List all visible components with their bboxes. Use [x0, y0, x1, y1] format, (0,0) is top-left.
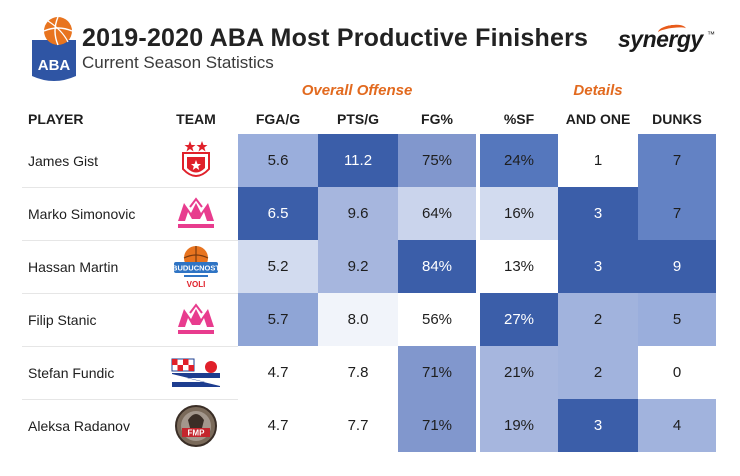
- mega-bemax-logo: [164, 293, 228, 346]
- cell-sf-pct: 21%: [480, 346, 558, 399]
- player-name: Stefan Fundic: [28, 364, 115, 381]
- fmp-logo: FMP: [164, 399, 228, 452]
- cell-and-one: 3: [558, 240, 638, 293]
- cell-pts-per-game: 9.6: [318, 187, 398, 240]
- cell-dunks: 4: [638, 399, 716, 452]
- player-name: James Gist: [28, 152, 99, 169]
- player-name: Filip Stanic: [28, 311, 97, 328]
- cell-fga-per-game: 4.7: [238, 399, 318, 452]
- cell-sf-pct: 13%: [480, 240, 558, 293]
- synergy-trademark: ™: [707, 30, 715, 39]
- cell-fg-pct: 56%: [398, 293, 476, 346]
- cell-pts-per-game: 7.7: [318, 399, 398, 452]
- cell-fg-pct: 75%: [398, 134, 476, 187]
- cell-and-one: 2: [558, 346, 638, 399]
- cell-fga-per-game: 6.5: [238, 187, 318, 240]
- cell-pts-per-game: 11.2: [318, 134, 398, 187]
- column-header-team: TEAM: [176, 111, 216, 127]
- cell-and-one: 3: [558, 187, 638, 240]
- zadar-logo: [164, 346, 228, 399]
- cell-sf-pct: 16%: [480, 187, 558, 240]
- synergy-logo: synergy ™: [618, 23, 718, 58]
- column-header-player: PLAYER: [28, 111, 84, 127]
- buducnost-logo-text: BUDUCNOST: [172, 263, 220, 272]
- cell-pts-per-game: 9.2: [318, 240, 398, 293]
- row-divider: [22, 240, 238, 241]
- page-title: 2019-2020 ABA Most Productive Finishers: [82, 24, 589, 52]
- cell-and-one: 1: [558, 134, 638, 187]
- cell-fg-pct: 64%: [398, 187, 476, 240]
- cell-fg-pct: 71%: [398, 399, 476, 452]
- player-name: Marko Simonovic: [28, 205, 136, 222]
- cell-and-one: 3: [558, 399, 638, 452]
- cell-fga-per-game: 4.7: [238, 346, 318, 399]
- page-subtitle: Current Season Statistics: [82, 53, 274, 72]
- player-name: Hassan Martin: [28, 258, 119, 275]
- cell-fga-per-game: 5.7: [238, 293, 318, 346]
- cell-fg-pct: 71%: [398, 346, 476, 399]
- column-header-fga-per-game: FGA/G: [255, 111, 301, 127]
- column-header-and-one: AND ONE: [565, 111, 631, 127]
- column-header-fg-pct: FG%: [421, 111, 453, 127]
- synergy-logo-text: synergy: [618, 26, 703, 52]
- row-divider: [22, 399, 238, 400]
- aba-logo: ABA: [28, 14, 80, 84]
- column-header-sf-pct: %SF: [503, 111, 535, 127]
- cell-and-one: 2: [558, 293, 638, 346]
- row-divider: [22, 346, 238, 347]
- voli-logo-text: VOLI: [187, 280, 206, 289]
- fmp-logo-text: FMP: [188, 428, 206, 437]
- group-header-details: Details: [573, 82, 623, 99]
- cell-fga-per-game: 5.6: [238, 134, 318, 187]
- cell-dunks: 9: [638, 240, 716, 293]
- buducnost-voli-logo: BUDUCNOST VOLI: [164, 240, 228, 293]
- column-header-dunks: DUNKS: [652, 111, 702, 127]
- cell-pts-per-game: 8.0: [318, 293, 398, 346]
- cell-fga-per-game: 5.2: [238, 240, 318, 293]
- cell-dunks: 0: [638, 346, 716, 399]
- cell-sf-pct: 27%: [480, 293, 558, 346]
- cell-pts-per-game: 7.8: [318, 346, 398, 399]
- cell-dunks: 7: [638, 187, 716, 240]
- mega-bemax-logo: [164, 187, 228, 240]
- row-divider: [22, 293, 238, 294]
- player-name: Aleksa Radanov: [28, 417, 130, 434]
- crvena-zvezda-logo: [164, 134, 228, 187]
- column-header-pts-per-game: PTS/G: [336, 111, 379, 127]
- cell-sf-pct: 19%: [480, 399, 558, 452]
- cell-dunks: 7: [638, 134, 716, 187]
- row-divider: [22, 187, 238, 188]
- cell-dunks: 5: [638, 293, 716, 346]
- cell-fg-pct: 84%: [398, 240, 476, 293]
- aba-logo-text: ABA: [38, 57, 71, 74]
- group-header-overall-offense: Overall Offense: [301, 82, 413, 99]
- cell-sf-pct: 24%: [480, 134, 558, 187]
